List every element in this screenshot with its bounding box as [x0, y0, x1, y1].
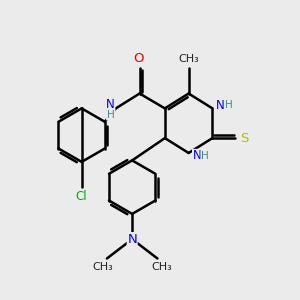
Text: CH₃: CH₃ [152, 262, 172, 272]
Text: H: H [106, 110, 114, 120]
Text: CH₃: CH₃ [92, 262, 113, 272]
Text: S: S [240, 132, 248, 145]
Text: H: H [201, 151, 209, 161]
Text: N: N [216, 99, 225, 112]
Text: CH₃: CH₃ [178, 54, 199, 64]
Text: Cl: Cl [76, 190, 88, 202]
Text: N: N [193, 149, 201, 162]
Text: H: H [225, 100, 232, 110]
Text: N: N [106, 98, 115, 111]
Text: N: N [127, 233, 137, 246]
Text: O: O [133, 52, 143, 65]
